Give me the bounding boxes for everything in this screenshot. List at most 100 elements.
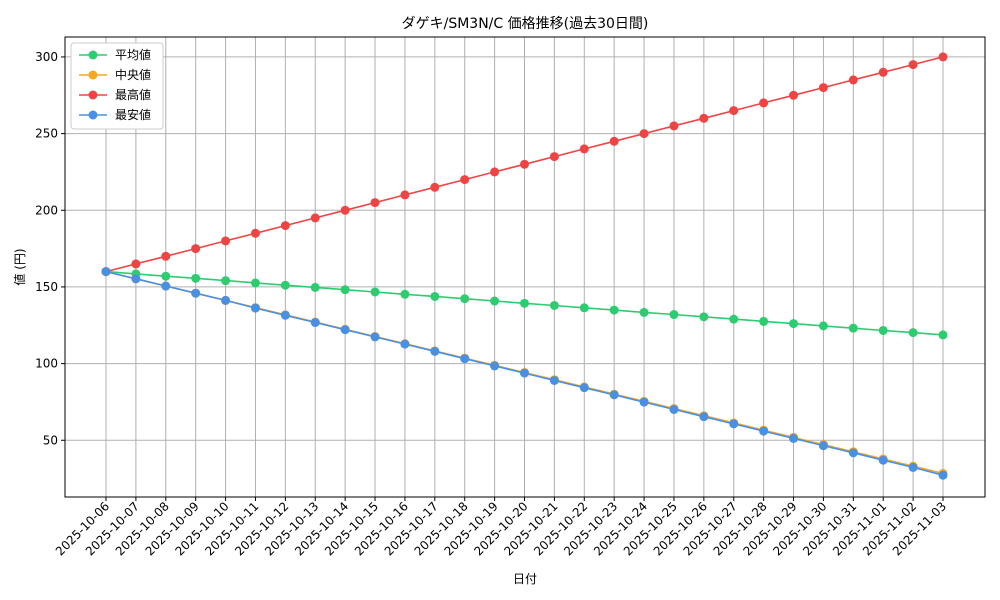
legend-item: 最高値 [79,87,151,102]
data-point [191,244,201,254]
legend-marker [88,110,98,120]
data-point [699,113,709,123]
y-tick-label: 300 [35,50,58,64]
legend-marker [88,70,98,80]
data-point [221,295,231,305]
data-point [639,129,649,139]
data-point [639,397,649,407]
data-point [340,205,350,215]
data-point [848,323,858,333]
y-axis-label: 値 (円) [12,248,27,285]
data-point [430,182,440,192]
legend-item: 平均値 [79,47,151,62]
data-point [280,280,290,290]
data-point [789,90,799,100]
data-point [370,332,380,342]
data-point [579,303,589,313]
data-point [310,318,320,328]
data-point [221,236,231,246]
data-point [250,228,260,238]
legend-marker [88,90,98,100]
data-point [938,52,948,62]
data-point [938,470,948,480]
series-lines [101,52,948,480]
y-tick-label: 100 [35,357,58,371]
data-point [938,330,948,340]
x-axis-ticks: 2025-10-062025-10-072025-10-082025-10-09… [53,497,949,558]
data-point [250,303,260,313]
data-point [609,136,619,146]
data-point [310,213,320,223]
data-point [310,282,320,292]
data-point [579,383,589,393]
data-point [729,419,739,429]
data-point [460,294,470,304]
data-point [400,289,410,299]
data-point [908,60,918,70]
data-point [669,310,679,320]
data-point [161,281,171,291]
data-point [490,167,500,177]
data-point [878,455,888,465]
data-point [400,339,410,349]
legend-label: 中央値 [115,67,151,82]
data-point [250,278,260,288]
chart-title: ダゲキ/SM3N/C 価格推移(過去30日間) [402,16,649,32]
data-point [818,441,828,451]
data-point [908,328,918,338]
data-point [789,319,799,329]
y-tick-label: 150 [35,280,58,294]
legend-label: 最高値 [115,87,151,102]
data-point [699,412,709,422]
grid [65,37,985,497]
data-point [609,390,619,400]
data-point [131,274,141,284]
data-point [878,67,888,77]
data-point [669,121,679,131]
data-point [460,175,470,185]
data-point [818,321,828,331]
data-point [520,298,529,308]
legend-item: 最安値 [79,107,151,122]
data-point [191,288,201,298]
data-point [639,307,649,317]
data-point [609,305,619,315]
data-point [131,259,141,269]
data-point [699,312,709,322]
data-point [759,316,769,326]
data-point [520,368,529,378]
legend-label: 平均値 [115,47,151,62]
series-3 [101,52,948,277]
data-point [549,375,559,385]
data-point [729,314,739,324]
data-point [759,98,769,108]
data-point [878,325,888,335]
data-point [460,354,470,364]
legend-label: 最安値 [115,107,151,122]
data-point [430,346,440,356]
data-point [818,83,828,93]
data-point [549,152,559,162]
legend-box [70,42,164,130]
data-point [848,75,858,85]
data-point [490,361,500,371]
data-point [490,296,500,306]
data-point [400,190,410,200]
y-tick-label: 200 [35,203,58,217]
data-point [579,144,589,154]
data-point [729,106,739,116]
data-point [340,325,350,335]
series-4 [101,267,948,480]
data-point [759,426,769,436]
data-point [280,310,290,320]
data-point [280,221,290,231]
data-point [221,276,231,286]
y-tick-label: 250 [35,127,58,141]
data-point [101,267,111,277]
x-axis-label: 日付 [513,572,537,586]
data-point [340,285,350,295]
data-point [549,300,559,310]
